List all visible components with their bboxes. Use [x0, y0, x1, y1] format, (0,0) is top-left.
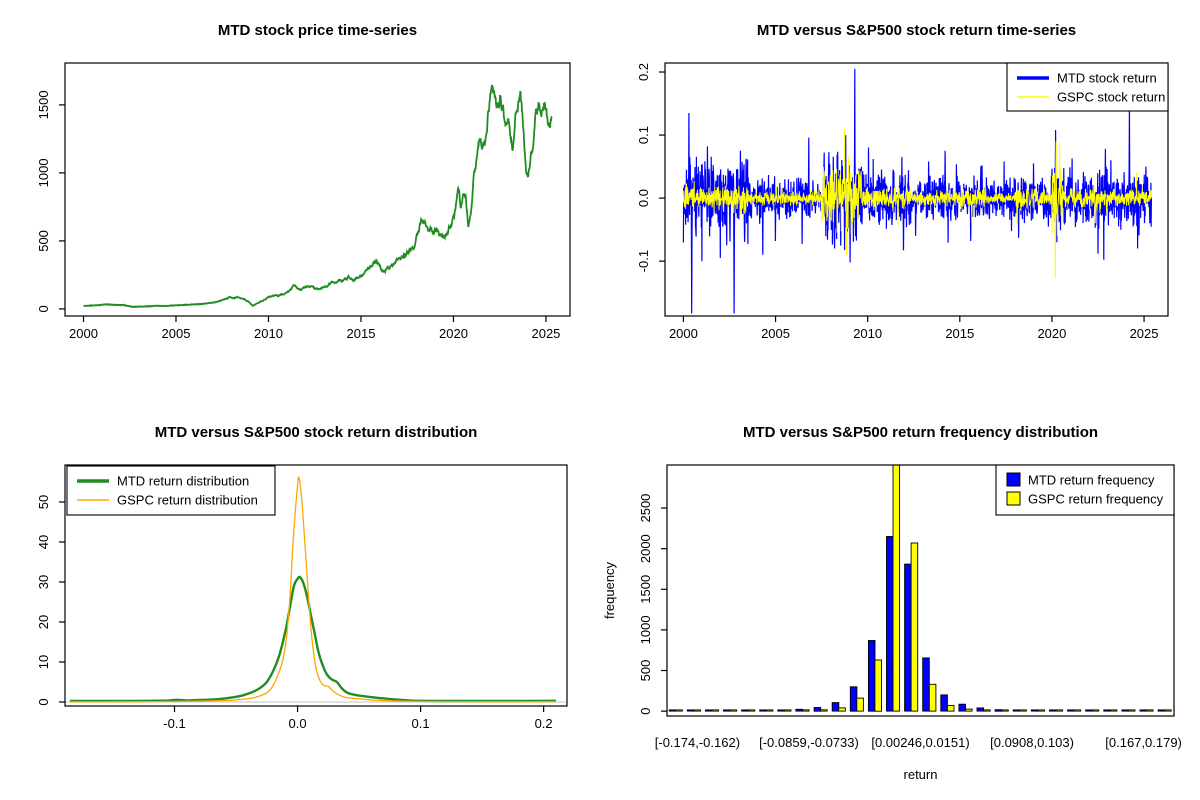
svg-text:2000: 2000: [69, 326, 98, 341]
return-distribution-chart: -0.1 0.0 0.1 0.2 0 10 20 30 40 50 MTD return distr…: [36, 464, 568, 731]
svg-text:1000: 1000: [638, 615, 653, 644]
panel-return-frequency: MTD versus S&P500 return frequency distr…: [600, 400, 1200, 800]
chart-title-return-distribution: MTD versus S&P500 stock return distribut…: [154, 424, 478, 441]
chart-title-price-timeseries: MTD stock price time-series: [217, 22, 418, 39]
svg-text:2010: 2010: [254, 326, 283, 341]
svg-text:GSPC return distribution: GSPC return distribution: [117, 493, 258, 508]
svg-text:return: return: [904, 767, 938, 782]
panel-price-timeseries: MTD stock price time-series 2000 2005 2010…: [0, 0, 600, 400]
svg-text:0.1: 0.1: [636, 126, 651, 144]
svg-text:0.2: 0.2: [535, 716, 553, 731]
svg-text:[-0.174,-0.162): [-0.174,-0.162): [655, 735, 740, 750]
svg-text:2000: 2000: [638, 534, 653, 563]
svg-text:GSPC return frequency: GSPC return frequency: [1028, 492, 1164, 507]
svg-text:frequency: frequency: [602, 561, 617, 619]
svg-text:30: 30: [36, 575, 51, 589]
svg-text:0: 0: [638, 708, 653, 715]
price-timeseries-chart: 2000 2005 2010 2015 2020 2025 0 500 1000 1500: [36, 62, 571, 341]
svg-text:0.0: 0.0: [636, 189, 651, 207]
svg-text:2025: 2025: [531, 326, 560, 341]
svg-text:2015: 2015: [945, 326, 974, 341]
svg-text:500: 500: [36, 230, 51, 252]
svg-text:-0.1: -0.1: [163, 716, 185, 731]
svg-text:-0.1: -0.1: [636, 250, 651, 272]
svg-text:MTD return distribution: MTD return distribution: [117, 474, 249, 489]
svg-text:[0.167,0.179): [0.167,0.179): [1105, 735, 1182, 750]
svg-text:500: 500: [638, 660, 653, 682]
svg-text:[0.0908,0.103): [0.0908,0.103): [990, 735, 1074, 750]
svg-text:0.2: 0.2: [636, 63, 651, 81]
svg-text:2010: 2010: [853, 326, 882, 341]
svg-text:1500: 1500: [36, 90, 51, 119]
svg-text:2000: 2000: [669, 326, 698, 341]
svg-text:[-0.0859,-0.0733): [-0.0859,-0.0733): [759, 735, 859, 750]
return-frequency-chart: [-0.174,-0.162) [-0.0859,-0.0733) [0.00246…: [602, 464, 1182, 782]
svg-text:2015: 2015: [347, 326, 376, 341]
chart-title-return-frequency: MTD versus S&P500 return frequency distr…: [742, 424, 1099, 441]
svg-text:10: 10: [36, 655, 51, 669]
svg-text:0.0: 0.0: [289, 716, 307, 731]
svg-text:[0.00246,0.0151): [0.00246,0.0151): [871, 735, 969, 750]
svg-text:2020: 2020: [1037, 326, 1066, 341]
svg-text:2500: 2500: [638, 494, 653, 523]
svg-text:2005: 2005: [162, 326, 191, 341]
svg-text:0: 0: [36, 698, 51, 705]
svg-text:0: 0: [36, 305, 51, 312]
return-timeseries-chart: 2000 2005 2010 2015 2020 2025 -0.1 0.0 0.1 0.2 MTD…: [636, 62, 1169, 341]
svg-text:1500: 1500: [638, 575, 653, 604]
svg-text:2020: 2020: [439, 326, 468, 341]
svg-text:20: 20: [36, 615, 51, 629]
svg-text:50: 50: [36, 495, 51, 509]
chart-title-return-timeseries: MTD versus S&P500 stock return time-seri…: [756, 22, 1077, 39]
svg-text:2025: 2025: [1130, 326, 1159, 341]
svg-text:GSPC stock return: GSPC stock return: [1057, 90, 1165, 105]
panel-return-timeseries: MTD versus S&P500 stock return time-seri…: [600, 0, 1200, 400]
svg-text:MTD return frequency: MTD return frequency: [1028, 473, 1155, 488]
svg-text:0.1: 0.1: [412, 716, 430, 731]
svg-text:40: 40: [36, 535, 51, 549]
svg-text:2005: 2005: [761, 326, 790, 341]
panel-return-distribution: MTD versus S&P500 stock return distribut…: [0, 400, 600, 800]
svg-text:1000: 1000: [36, 158, 51, 187]
svg-text:MTD stock return: MTD stock return: [1057, 71, 1157, 86]
